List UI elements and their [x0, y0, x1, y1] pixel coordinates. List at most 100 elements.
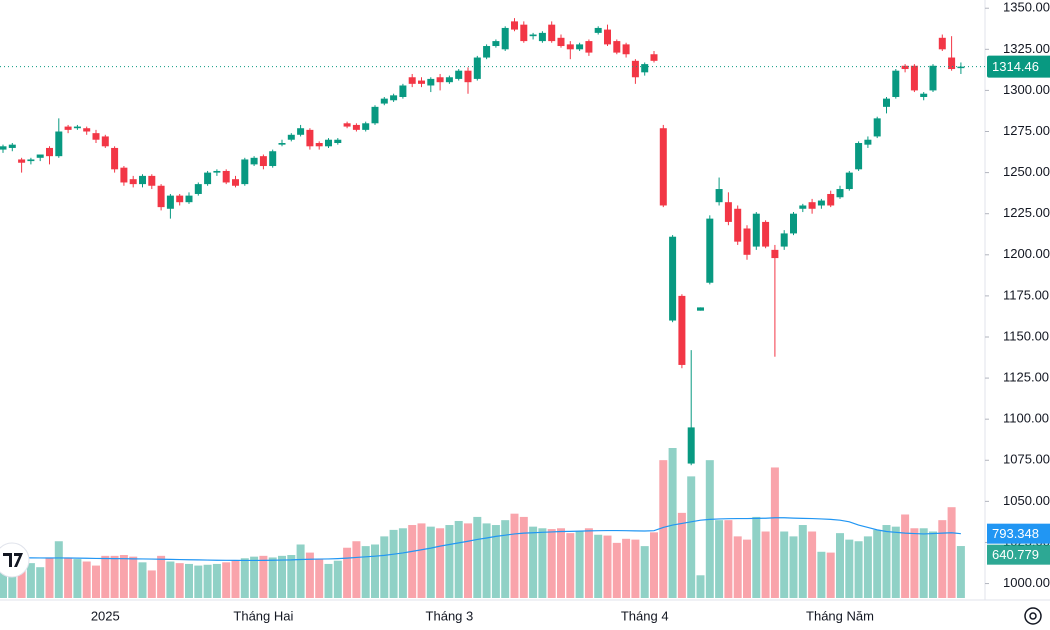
y-tick-label: 1250.00 [1003, 164, 1050, 179]
volume-bar [250, 556, 259, 598]
candle-body [27, 159, 35, 162]
volume-bar [612, 542, 621, 598]
volume-bar [482, 523, 491, 598]
volume-bar [863, 536, 872, 598]
candle-body [771, 249, 779, 259]
candle-body [148, 175, 156, 186]
candle-body [724, 202, 732, 222]
candle-body [529, 34, 537, 37]
volume-bar [584, 528, 593, 598]
candle-body [669, 236, 677, 321]
candle-body [287, 134, 295, 140]
candle-body [473, 57, 481, 79]
y-tick-label: 1200.00 [1003, 246, 1050, 261]
volume-bar [873, 529, 882, 598]
candle-body [362, 123, 370, 130]
volume-bar [240, 558, 249, 598]
volume-bar [324, 563, 333, 598]
candle-body [836, 189, 844, 198]
candle-body [194, 184, 202, 194]
tv-logo [0, 542, 30, 578]
candle-body [352, 124, 360, 130]
candle-body [585, 41, 593, 53]
volume-bar [622, 538, 631, 598]
candle-body [204, 172, 212, 185]
volume-bar [752, 516, 761, 598]
x-tick-label: Tháng Hai [233, 608, 293, 623]
candle-body [185, 195, 193, 203]
volume-bar [287, 555, 296, 598]
volume-bar [780, 531, 789, 598]
candle-body [436, 77, 444, 83]
volume-bar [929, 531, 937, 598]
candle-body [418, 80, 425, 84]
volume-bar [882, 525, 891, 598]
candle-body [901, 65, 909, 70]
volume-bar [259, 555, 268, 598]
candle-body [325, 139, 332, 147]
candle-body [659, 128, 667, 206]
y-tick-label: 1100.00 [1003, 411, 1049, 426]
candle-body [743, 228, 751, 255]
volume-bar [538, 528, 547, 598]
volume-bar [575, 531, 584, 598]
candle-body [222, 170, 230, 183]
volume-bar [0, 563, 7, 598]
settings-icon[interactable] [1024, 607, 1042, 625]
volume-bar [491, 525, 500, 598]
candle-body [780, 233, 788, 247]
y-tick-label: 1325.00 [1003, 41, 1050, 56]
volume-bar [361, 546, 370, 598]
candle-body [399, 85, 407, 97]
volume-bar [231, 560, 240, 598]
volume-bar [343, 547, 352, 598]
volume-bar [547, 529, 556, 598]
candle-body [213, 170, 221, 173]
candle-body [631, 60, 639, 78]
y-tick-label: 1350.00 [1003, 0, 1050, 15]
volume-bar [854, 541, 863, 598]
volume-bar [166, 561, 175, 598]
candle-body [36, 154, 44, 158]
candle-body [297, 128, 305, 135]
volume-bar [817, 551, 826, 598]
candle-body [46, 147, 53, 157]
volume-bar [770, 467, 779, 598]
y-tick-label: 1000.00 [1003, 575, 1050, 590]
y-tick-label: 1275.00 [1003, 123, 1050, 138]
candle-body [622, 44, 630, 55]
last-price-box [987, 55, 1050, 78]
volume-bar [26, 563, 35, 598]
x-tick-label: Tháng Năm [806, 608, 874, 623]
volume-bar [836, 533, 844, 598]
volume-bar [473, 516, 482, 598]
candle-body [371, 106, 379, 124]
volume-bar [659, 460, 668, 598]
candle-body [120, 167, 128, 183]
candle-body [604, 29, 611, 45]
candle-body [594, 27, 602, 33]
candle-body [864, 139, 872, 145]
volume-bar [724, 520, 733, 598]
candle-body [948, 57, 956, 70]
candle-body [883, 98, 890, 107]
x-tick-label: Tháng 3 [426, 608, 474, 623]
candle-body [920, 93, 928, 97]
candle-body [315, 143, 323, 147]
candle-body [501, 27, 509, 50]
volume-bar [352, 541, 361, 598]
volume-bar [371, 544, 379, 598]
candle-body [176, 195, 184, 203]
candle-body [427, 78, 435, 86]
candle-body [799, 205, 807, 209]
candle-body [129, 179, 137, 185]
candle-body [269, 151, 277, 167]
volume-bar [501, 520, 510, 598]
volume-bar [715, 520, 724, 598]
candle-body [306, 129, 314, 147]
candle-body [687, 427, 695, 464]
axes: 1000.001025.001050.001075.001100.001125.… [91, 0, 1050, 623]
candle-body [929, 65, 937, 91]
volume-bar [129, 556, 138, 598]
